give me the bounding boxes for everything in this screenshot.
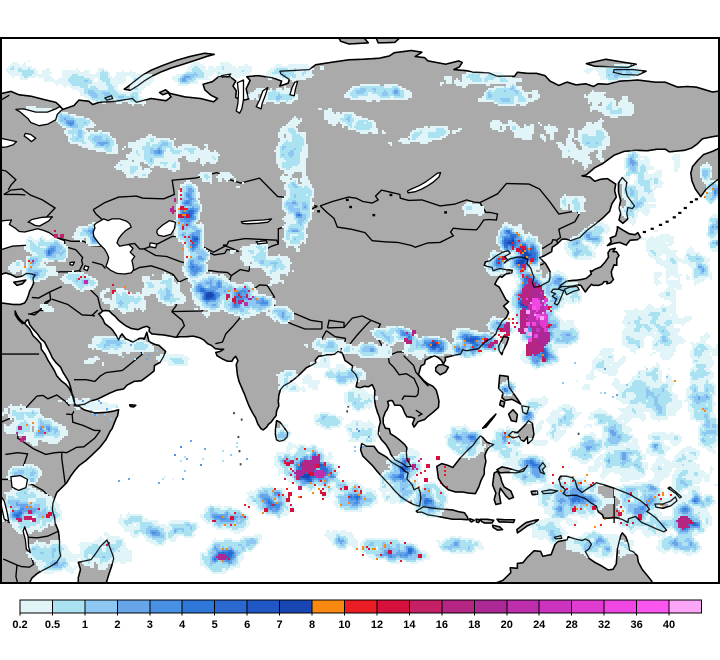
svg-text:24: 24: [533, 619, 546, 631]
svg-text:7: 7: [277, 619, 283, 631]
svg-text:2: 2: [114, 619, 120, 631]
svg-text:20: 20: [501, 619, 513, 631]
svg-text:0.2: 0.2: [12, 619, 27, 631]
svg-text:40: 40: [663, 619, 675, 631]
svg-text:3: 3: [147, 619, 153, 631]
svg-text:28: 28: [566, 619, 578, 631]
svg-text:16: 16: [436, 619, 448, 631]
svg-text:12: 12: [371, 619, 383, 631]
svg-text:36: 36: [630, 619, 642, 631]
svg-text:0.5: 0.5: [45, 619, 60, 631]
svg-text:14: 14: [403, 619, 416, 631]
svg-text:6: 6: [244, 619, 250, 631]
svg-text:8: 8: [309, 619, 315, 631]
svg-text:1: 1: [82, 619, 88, 631]
svg-text:4: 4: [179, 619, 186, 631]
svg-text:32: 32: [598, 619, 610, 631]
svg-text:5: 5: [212, 619, 218, 631]
svg-text:18: 18: [468, 619, 480, 631]
svg-text:10: 10: [338, 619, 350, 631]
